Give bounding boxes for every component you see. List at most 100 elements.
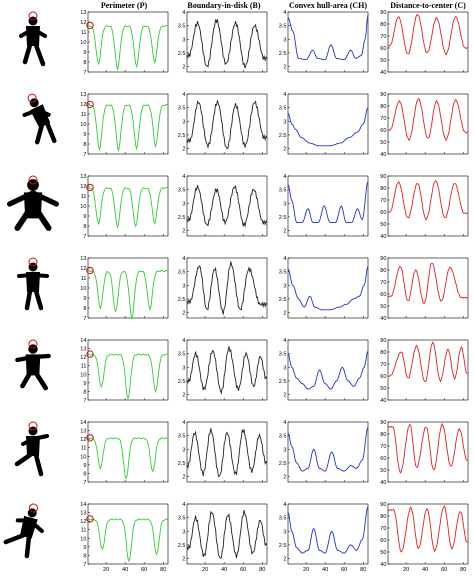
- y-tick-label: 12: [80, 437, 86, 443]
- y-tick-label: 40: [380, 562, 386, 568]
- y-tick-label: 2: [182, 557, 185, 563]
- y-tick-label: 13: [80, 429, 86, 435]
- start-point-ring: [27, 93, 37, 103]
- y-tick-label: 2.5: [279, 543, 287, 549]
- y-tick-label: 40: [380, 316, 386, 322]
- y-tick-label: 11: [81, 112, 87, 118]
- y-tick-label: 10: [80, 40, 86, 46]
- y-tick-label: 3.5: [279, 352, 287, 358]
- y-tick-label: 50: [380, 140, 386, 146]
- y-tick-label: 2: [182, 475, 185, 481]
- chart-r6-c3: 2 2.5 3 3.5 4: [279, 420, 369, 483]
- y-tick-label: 4: [182, 10, 185, 16]
- y-tick-label: 10: [80, 454, 86, 460]
- y-tick-label: 2.5: [279, 51, 287, 57]
- start-point-marker: [86, 100, 94, 109]
- chart-r7-c3: 2 2.5 3 3.5 4 20 40 60 80: [279, 502, 369, 573]
- header-boundary-in-disk: Boundary-in-disk (B): [187, 1, 260, 10]
- series-line: [287, 107, 369, 147]
- y-tick-label: 3: [182, 37, 185, 43]
- y-tick-label: 50: [380, 550, 386, 556]
- y-tick-label: 4: [283, 10, 286, 16]
- x-tick-label: 40: [422, 567, 428, 573]
- y-tick-label: 9: [83, 214, 86, 220]
- x-tick-label: 60: [441, 567, 447, 573]
- column-headers: Perimeter (P) Boundary-in-disk (B) Conve…: [101, 1, 466, 10]
- series-line: [186, 510, 268, 559]
- y-tick-label: 40: [380, 152, 386, 158]
- y-tick-label: 11: [81, 528, 87, 534]
- start-point-ring: [28, 175, 38, 185]
- tilted-pose-icon: [22, 93, 57, 145]
- y-tick-label: 2: [182, 311, 185, 317]
- y-tick-label: 3.5: [279, 434, 287, 440]
- plot-frame: [87, 175, 169, 237]
- y-tick-label: 13: [80, 174, 86, 180]
- series-line: [87, 186, 169, 229]
- y-tick-label: 60: [380, 374, 386, 380]
- chart-r7-c1: 7 8 9 10 11 12 13 14 20 40 60 80: [80, 502, 169, 573]
- y-tick-label: 3.5: [178, 434, 186, 440]
- y-tick-label: 4: [283, 92, 286, 98]
- chart-r6-c4: 40 50 60 70 80 90: [380, 420, 469, 486]
- y-tick-label: 3: [283, 37, 286, 43]
- plot-frame: [287, 339, 369, 401]
- start-point-ring: [28, 339, 38, 349]
- y-tick-label: 2.5: [279, 379, 287, 385]
- plot-frame: [186, 175, 268, 237]
- y-tick-label: 8: [83, 471, 86, 477]
- y-tick-label: 7: [83, 562, 86, 568]
- y-tick-label: 11: [81, 446, 87, 452]
- y-tick-label: 13: [80, 10, 86, 16]
- charts: 7 8 9 10 11 12 13 2 2.5 3 3.5 4 2 2.5 3 3.5 4 40 50 60 70 80 9…: [80, 10, 469, 573]
- y-tick-label: 3.5: [178, 270, 186, 276]
- chart-r5-c2: 2 2.5 3 3.5 4: [178, 338, 268, 401]
- y-tick-label: 4: [283, 256, 286, 262]
- y-tick-label: 50: [380, 468, 386, 474]
- y-tick-label: 60: [380, 456, 386, 462]
- y-tick-label: 3.5: [178, 516, 186, 522]
- y-tick-label: 2.5: [279, 461, 287, 467]
- lunge-pose-icon: [14, 421, 49, 477]
- y-tick-label: 8: [83, 553, 86, 559]
- plot-frame: [87, 11, 169, 73]
- plot-frame: [287, 257, 369, 319]
- y-tick-label: 2.5: [279, 215, 287, 221]
- header-convex-hull-area: Convex hull-area (CH): [289, 1, 367, 10]
- start-point-marker: [86, 434, 94, 442]
- kick-pose-icon: [3, 503, 44, 559]
- chart-r7-c4: 40 50 60 70 80 90 20 40 60 80: [380, 502, 469, 573]
- y-tick-label: 4: [182, 92, 185, 98]
- start-point-ring: [28, 11, 38, 21]
- series-line: [287, 181, 369, 223]
- y-tick-label: 80: [380, 104, 386, 110]
- series-line: [287, 350, 369, 390]
- y-tick-label: 12: [80, 519, 86, 525]
- y-tick-label: 2: [283, 557, 286, 563]
- y-tick-label: 80: [380, 432, 386, 438]
- x-tick-label: 80: [460, 567, 466, 573]
- y-tick-label: 3.5: [178, 106, 186, 112]
- x-tick-label: 80: [160, 567, 166, 573]
- chart-r2-c3: 2 2.5 3 3.5 4: [279, 92, 369, 155]
- y-tick-label: 11: [81, 194, 87, 200]
- series-line: [186, 428, 268, 478]
- x-tick-label: 80: [360, 567, 366, 573]
- y-tick-label: 2.5: [279, 133, 287, 139]
- y-tick-label: 2.5: [178, 461, 186, 467]
- start-point-marker: [86, 350, 94, 358]
- y-tick-label: 13: [80, 347, 86, 353]
- y-tick-label: 10: [80, 286, 86, 292]
- plot-frame: [287, 11, 369, 73]
- y-tick-label: 2: [283, 475, 286, 481]
- x-tick-label: 40: [221, 567, 227, 573]
- series-line: [186, 100, 268, 149]
- y-tick-label: 3.5: [178, 188, 186, 194]
- y-tick-label: 9: [83, 463, 86, 469]
- y-tick-label: 11: [81, 30, 87, 36]
- y-tick-label: 40: [380, 398, 386, 404]
- y-tick-label: 3.5: [279, 270, 287, 276]
- y-tick-label: 3: [182, 119, 185, 125]
- y-tick-label: 80: [380, 186, 386, 192]
